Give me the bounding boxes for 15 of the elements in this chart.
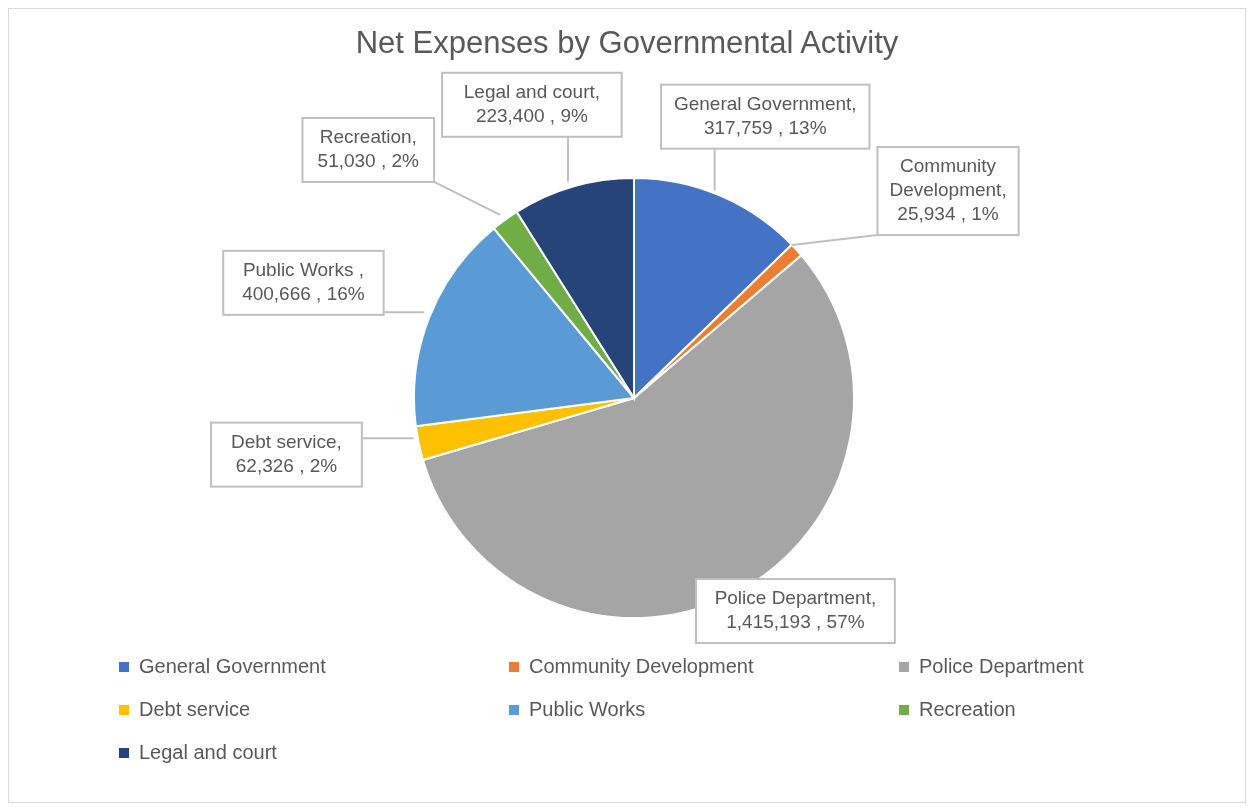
data-label: Debt service, 62,326 , 2% [231, 430, 342, 476]
legend-label: Police Department [919, 655, 1084, 678]
data-label: Recreation, 51,030 , 2% [317, 125, 420, 171]
legend-label: General Government [139, 655, 326, 678]
legend-label: Public Works [529, 698, 646, 721]
data-label: Police Department, 1,415,193 , 57% [714, 587, 877, 632]
legend-label: Debt service [139, 698, 251, 721]
data-label: Legal and court, 223,400 , 9% [463, 80, 601, 126]
data-label: Public Works , 400,666 , 16% [242, 258, 365, 304]
legend-label: Legal and court [139, 741, 277, 764]
data-label: Community Development, 25,934 , 1% [889, 155, 1007, 225]
chart-title: Net Expenses by Governmental Activity [354, 24, 900, 62]
data-label: General Government, 317,759 , 13% [673, 92, 857, 138]
legend-label: Recreation [919, 698, 1016, 721]
legend-label: Community Development [529, 655, 754, 678]
